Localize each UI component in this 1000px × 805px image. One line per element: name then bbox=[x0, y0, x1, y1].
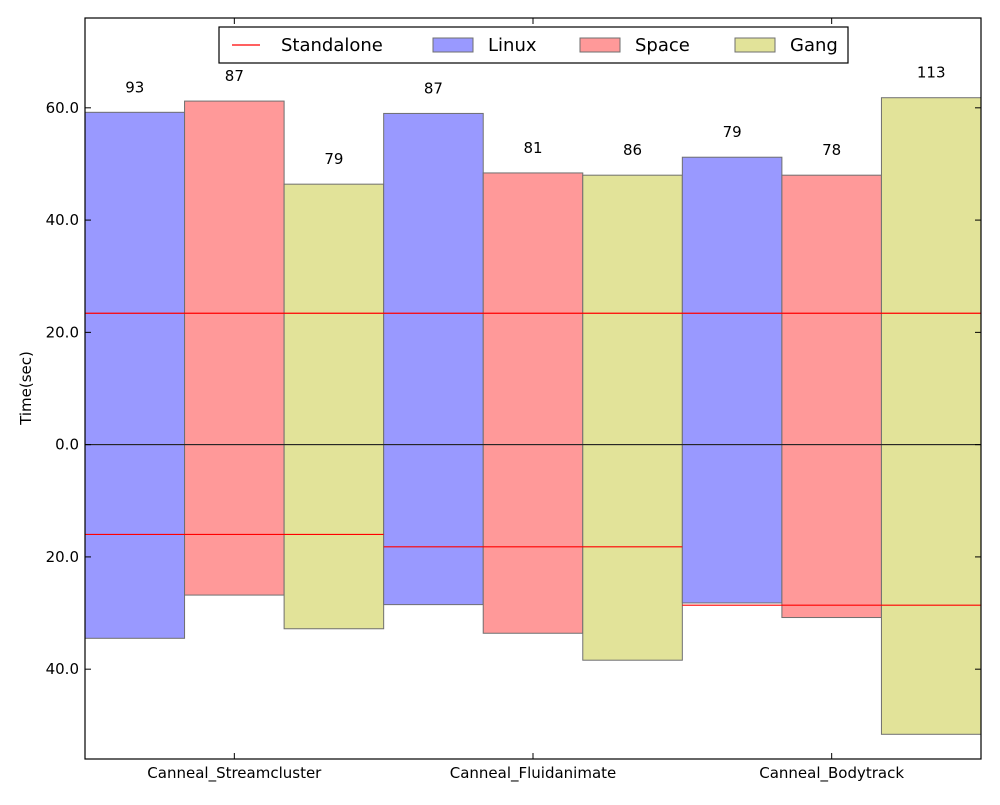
data-label-space-1: 87 bbox=[225, 67, 244, 85]
bar-space-lower-1 bbox=[184, 444, 285, 596]
y-tick-label: 20.0 bbox=[46, 323, 79, 341]
legend-label-linux: Linux bbox=[488, 35, 537, 56]
data-label-linux-3: 79 bbox=[723, 123, 742, 141]
data-label-linux-2: 87 bbox=[424, 79, 443, 97]
legend-label-gang: Gang bbox=[790, 35, 838, 56]
data-label-linux-1: 93 bbox=[125, 78, 144, 96]
legend-label-space: Space bbox=[635, 35, 690, 56]
bars-layer bbox=[84, 97, 982, 735]
bar-space-upper-1 bbox=[184, 100, 285, 446]
y-tick-label: 60.0 bbox=[46, 99, 79, 117]
y-tick-label: 0.0 bbox=[55, 436, 79, 454]
bar-gang-upper-1 bbox=[283, 183, 385, 446]
legend-label-standalone: Standalone bbox=[281, 35, 383, 56]
bar-space-upper-3 bbox=[781, 174, 882, 446]
legend-swatch-space bbox=[579, 37, 621, 53]
data-label-gang-1: 79 bbox=[324, 150, 343, 168]
bar-gang-lower-3 bbox=[880, 444, 982, 735]
y-tick-label: 40.0 bbox=[46, 211, 79, 229]
x-tick-label: Canneal_Bodytrack bbox=[759, 764, 904, 783]
bar-space-lower-3 bbox=[781, 444, 882, 619]
legend: Standalone Linux Space Gang bbox=[218, 26, 849, 64]
bar-gang-upper-2 bbox=[582, 174, 683, 446]
y-tick-label: 20.0 bbox=[46, 548, 79, 566]
bar-linux-lower-3 bbox=[681, 444, 783, 604]
x-tick-label: Canneal_Fluidanimate bbox=[450, 764, 617, 783]
bar-linux-lower-2 bbox=[383, 444, 484, 606]
data-label-gang-3: 113 bbox=[917, 64, 946, 82]
bar-gang-lower-1 bbox=[283, 444, 385, 630]
y-tick-label: 40.0 bbox=[46, 660, 79, 678]
bar-gang-lower-2 bbox=[582, 444, 683, 661]
data-labels-layer: 93 87 79 87 81 86 79 78 113 bbox=[125, 64, 945, 168]
y-axis-label: Time(sec) bbox=[17, 351, 35, 426]
legend-swatch-linux bbox=[432, 37, 474, 53]
bar-linux-upper-1 bbox=[84, 111, 186, 446]
data-label-space-3: 78 bbox=[822, 141, 841, 159]
bar-gang-upper-3 bbox=[880, 97, 982, 446]
axes-layer: 40.0 20.0 0.0 20.0 40.0 60.0 Canneal_Streamclu… bbox=[46, 17, 982, 783]
bar-linux-upper-2 bbox=[383, 112, 484, 446]
x-tick-label: Canneal_Streamcluster bbox=[147, 764, 322, 783]
bar-linux-lower-1 bbox=[84, 444, 186, 639]
data-label-space-2: 81 bbox=[523, 139, 542, 157]
reference-lines-layer bbox=[85, 312, 981, 606]
bar-space-upper-2 bbox=[482, 172, 584, 446]
data-label-gang-2: 86 bbox=[623, 141, 642, 159]
bar-linux-upper-3 bbox=[681, 156, 783, 446]
bar-space-lower-2 bbox=[482, 444, 584, 634]
legend-swatch-gang bbox=[734, 37, 776, 53]
